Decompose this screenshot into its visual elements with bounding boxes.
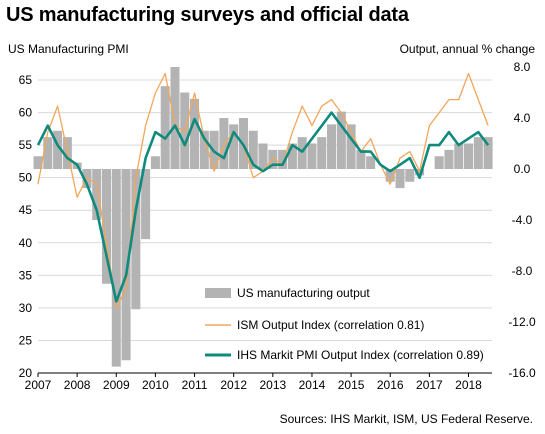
left-tick-label: 50 xyxy=(19,171,33,185)
right-tick-label: -16.0 xyxy=(508,366,536,380)
output-bar xyxy=(33,156,43,169)
x-tick-label: 2016 xyxy=(377,378,404,392)
output-bar xyxy=(395,169,405,189)
x-tick-label: 2014 xyxy=(299,378,326,392)
output-bar xyxy=(317,137,327,169)
output-bar xyxy=(160,86,170,169)
output-bar xyxy=(278,149,288,169)
output-bar xyxy=(190,98,200,169)
left-tick-label: 30 xyxy=(19,301,33,315)
chart-title: US manufacturing surveys and official da… xyxy=(6,4,409,26)
x-tick-label: 2011 xyxy=(182,378,208,392)
output-bar xyxy=(170,67,180,169)
output-bar xyxy=(43,137,53,169)
pmi-output-line xyxy=(36,111,490,303)
right-axis-label: Output, annual % change xyxy=(399,42,535,56)
right-tick-label: 8.0 xyxy=(514,60,531,74)
left-tick-label: 45 xyxy=(19,203,33,217)
output-bar xyxy=(258,143,268,169)
output-bar xyxy=(141,169,151,240)
output-bar xyxy=(92,169,102,220)
right-tick-label: 4.0 xyxy=(514,111,531,125)
output-bar xyxy=(229,124,239,169)
output-bar xyxy=(150,156,160,169)
left-tick-label: 20 xyxy=(19,366,33,380)
source-note: Sources: IHS Markit, ISM, US Federal Res… xyxy=(279,412,533,426)
output-bar xyxy=(366,156,376,169)
output-bar xyxy=(444,149,454,169)
left-tick-label: 25 xyxy=(19,333,33,347)
output-bar xyxy=(473,137,483,169)
output-bar xyxy=(297,137,307,169)
output-bar xyxy=(327,124,337,169)
output-bar xyxy=(121,169,131,361)
output-bar xyxy=(434,156,444,169)
output-bar xyxy=(307,143,317,169)
x-tick-label: 2009 xyxy=(103,378,130,392)
left-tick-label: 40 xyxy=(19,236,33,250)
output-bar xyxy=(385,169,395,182)
right-tick-label: 0.0 xyxy=(514,162,531,176)
x-tick-label: 2012 xyxy=(220,378,247,392)
output-bar xyxy=(131,169,141,310)
x-tick-label: 2010 xyxy=(142,378,169,392)
output-bar xyxy=(415,169,425,176)
right-tick-label: -12.0 xyxy=(508,315,536,329)
legend-label-ism: ISM Output Index (correlation 0.81) xyxy=(237,318,424,332)
right-tick-label: -4.0 xyxy=(512,213,533,227)
output-bar xyxy=(199,130,209,169)
output-bar xyxy=(336,111,346,169)
left-tick-label: 60 xyxy=(19,106,33,120)
output-bar xyxy=(219,118,229,169)
output-bar xyxy=(101,169,111,284)
left-tick-label: 65 xyxy=(19,73,33,87)
output-bar xyxy=(268,149,278,169)
output-bar xyxy=(483,137,493,169)
legend-label-bars: US manufacturing output xyxy=(237,286,370,300)
right-tick-label: -8.0 xyxy=(512,264,533,278)
output-bar xyxy=(356,149,366,169)
output-bar xyxy=(248,130,258,169)
output-bar xyxy=(405,169,415,182)
left-axis-label: US Manufacturing PMI xyxy=(8,42,129,56)
output-bar xyxy=(346,124,356,169)
x-tick-label: 2008 xyxy=(64,378,91,392)
left-tick-label: 55 xyxy=(19,138,33,152)
x-tick-label: 2017 xyxy=(416,378,443,392)
x-tick-label: 2015 xyxy=(338,378,365,392)
x-tick-label: 2013 xyxy=(259,378,286,392)
output-bar xyxy=(53,130,63,169)
left-tick-label: 35 xyxy=(19,268,33,282)
x-tick-label: 2018 xyxy=(455,378,482,392)
legend-label-pmi: IHS Markit PMI Output Index (correlation… xyxy=(237,348,484,362)
output-bar xyxy=(287,143,297,169)
x-tick-label: 2007 xyxy=(25,378,52,392)
output-bar xyxy=(464,143,474,169)
output-bar xyxy=(454,143,464,169)
legend-swatch-bars xyxy=(205,288,231,298)
output-bar xyxy=(111,169,121,367)
